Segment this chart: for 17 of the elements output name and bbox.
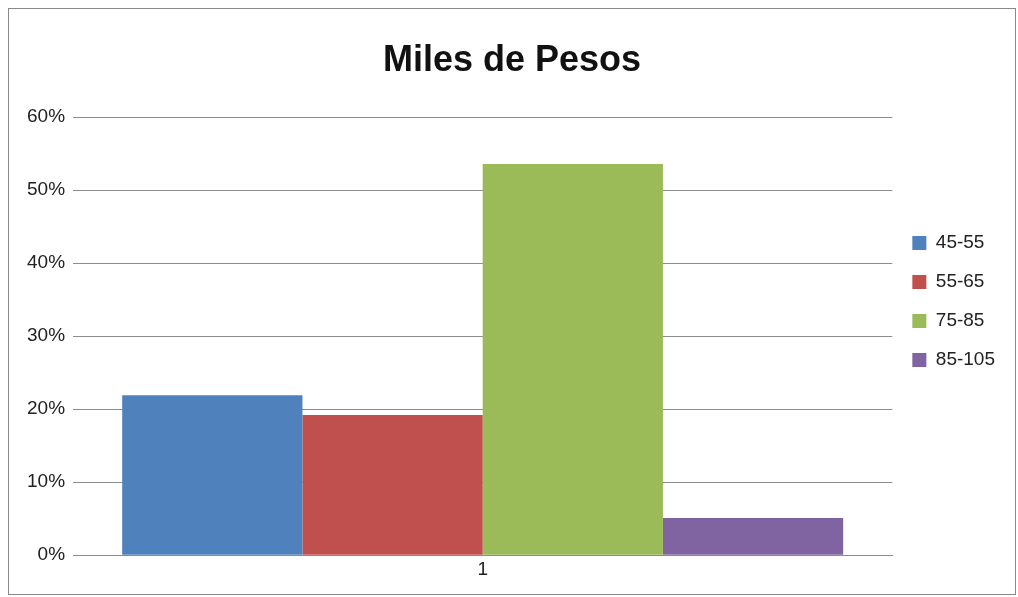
bar xyxy=(662,517,844,555)
y-tick-label: 20% xyxy=(27,397,66,419)
bar xyxy=(122,395,303,555)
x-tick-label: 1 xyxy=(477,557,488,579)
legend-label: 85-105 xyxy=(935,348,996,370)
legend-label: 55-65 xyxy=(935,270,985,292)
y-tick-label: 50% xyxy=(27,178,66,200)
y-tick-label: 40% xyxy=(27,251,66,273)
bar xyxy=(482,163,663,555)
y-tick-label: 10% xyxy=(27,470,66,492)
legend-label: 75-85 xyxy=(935,309,985,331)
y-tick-label: 0% xyxy=(37,543,66,565)
y-tick-label: 60% xyxy=(27,105,66,127)
chart-title: Miles de Pesos xyxy=(382,37,642,79)
legend-label: 45-55 xyxy=(935,231,985,253)
bar xyxy=(302,415,483,555)
y-tick-label: 30% xyxy=(27,324,66,346)
